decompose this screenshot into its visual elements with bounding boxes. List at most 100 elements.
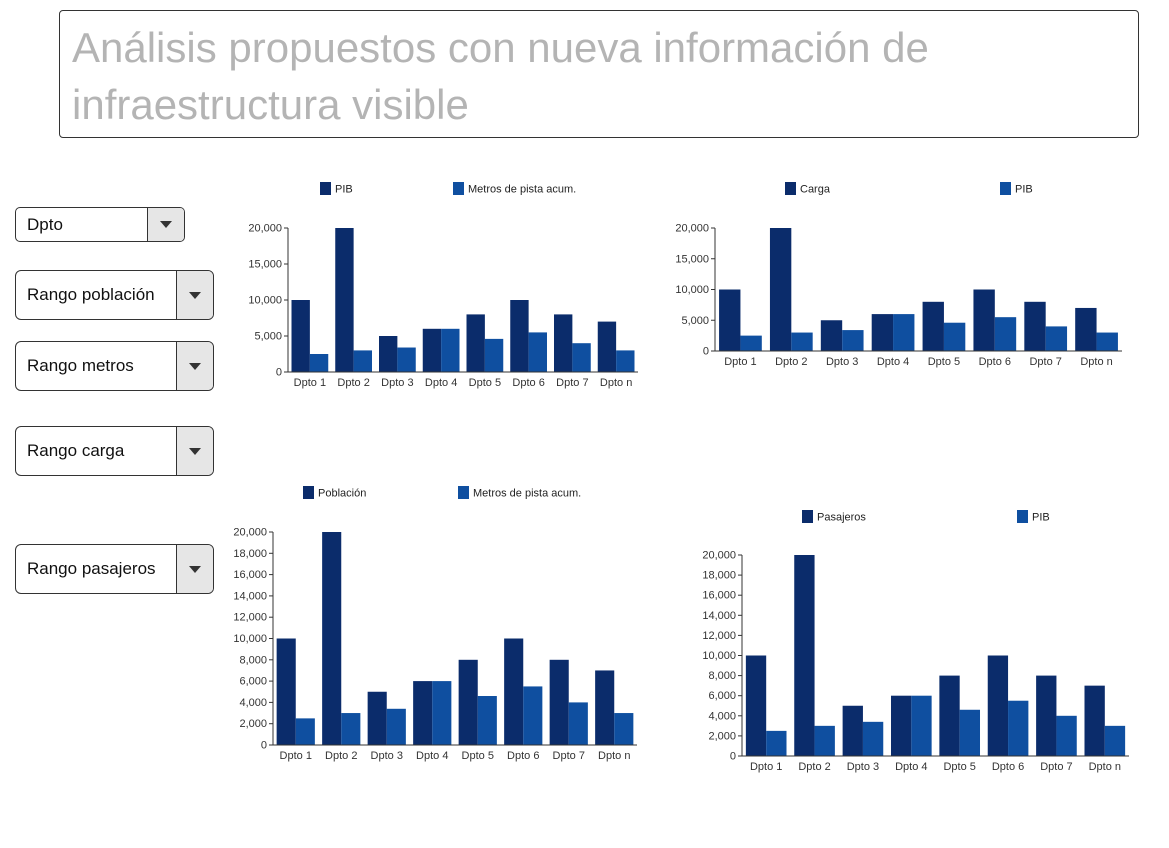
y-tick-label: 16,000 [233,569,267,581]
chart-pib-metros: PIB Metros de pista acum. 0 5,000 10,000 15,0… [230,170,650,400]
bar [309,354,329,372]
rango-metros-dropdown-button[interactable] [176,342,213,390]
rango-pasajeros-dropdown-button[interactable] [176,545,213,593]
y-tick-label: 20,000 [702,550,736,562]
bar [871,314,894,351]
legend-item: Metros de pista acum. [453,182,576,196]
bar [842,705,863,756]
x-tick-label: Dpto 6 [992,761,1024,773]
bar [295,718,315,745]
bar [367,691,387,745]
bar [994,317,1017,351]
rango-poblacion-dropdown[interactable]: Rango población [15,270,214,320]
chevron-down-icon [160,221,172,228]
chart-poblacion-metros: Población Metros de pista acum. 0 2,000 4,00… [225,475,645,775]
bar [441,328,460,372]
bar [890,695,912,756]
rango-carga-dropdown[interactable]: Rango carga [15,426,214,476]
y-tick-label: 10,000 [233,633,267,645]
chart-pasajeros-pib-svg: Pasajeros PIB 0 2,000 4,000 6,000 8,000 10,000 1… [702,510,1129,773]
y-tick-label: 15,000 [248,259,282,271]
x-tick-label: Dpto 5 [469,377,501,389]
bar [616,350,635,372]
dpto-dropdown-label: Dpto [27,214,63,234]
bar [422,328,442,372]
y-tick-label: 18,000 [233,548,267,560]
rango-carga-dropdown-button[interactable] [176,427,213,475]
bar [614,713,634,745]
legend-label: PIB [335,184,353,196]
bar [466,314,485,372]
legend-item: PIB [320,182,353,196]
x-tick-label: Dpto 3 [381,377,413,389]
y-tick-label: 12,000 [233,612,267,624]
x-tick-label: Dpto 7 [1029,356,1061,368]
x-tick-label: Dpto 2 [325,750,357,762]
x-tick-label: Dpto 7 [556,377,588,389]
bar [745,655,767,756]
chart-carga-pib: Carga PIB 0 5,000 10,000 15,000 20,000 Dpto 1 Dp… [660,170,1130,380]
x-tick-label: Dpto 1 [294,377,326,389]
legend-swatch [453,182,464,195]
bar [922,301,944,351]
bar [862,721,884,756]
bar [1036,675,1057,756]
y-tick-label: 8,000 [239,654,267,666]
x-tick-label: Dpto 6 [507,750,539,762]
legend-swatch [1000,182,1011,195]
legend-swatch [458,486,469,499]
rango-poblacion-dropdown-button[interactable] [176,271,213,319]
bar [1084,685,1105,756]
chart-carga-pib-svg: Carga PIB 0 5,000 10,000 15,000 20,000 Dpto 1 Dp… [675,182,1122,368]
bar [477,696,497,745]
y-tick-label: 10,000 [702,650,736,662]
bar [794,555,815,756]
chevron-down-icon [189,565,201,573]
x-tick-label: Dpto 2 [798,761,830,773]
legend-swatch [320,182,331,195]
y-tick-label: 10,000 [248,295,282,307]
x-tick-label: Dpto 7 [1040,761,1072,773]
bar [291,300,310,372]
y-tick-label: 0 [261,740,267,752]
rango-poblacion-dropdown-label: Rango población [27,285,155,304]
bar [549,659,569,745]
rango-metros-dropdown[interactable]: Rango metros [15,341,214,391]
bar [973,289,995,351]
bar [766,730,787,756]
y-tick-label: 14,000 [233,590,267,602]
bar [1096,332,1118,351]
dpto-dropdown[interactable]: Dpto [15,207,185,242]
dpto-dropdown-button[interactable] [147,208,184,241]
legend-label: Metros de pista acum. [468,184,576,196]
y-tick-label: 10,000 [675,284,709,296]
y-tick-label: 4,000 [239,697,267,709]
y-tick-label: 2,000 [239,718,267,730]
y-tick-label: 16,000 [702,590,736,602]
bar [523,686,543,745]
y-tick-label: 6,000 [239,676,267,688]
y-tick-label: 20,000 [233,527,267,539]
chevron-down-icon [189,447,201,455]
x-tick-label: Dpto 3 [847,761,879,773]
y-tick-label: 20,000 [248,223,282,235]
rango-pasajeros-dropdown[interactable]: Rango pasajeros [15,544,214,594]
y-tick-label: 5,000 [254,331,282,343]
bar [432,681,452,745]
x-tick-label: Dpto 2 [337,377,369,389]
bar [911,695,932,756]
chevron-down-icon [189,362,201,370]
bar [1008,700,1029,756]
bar [335,228,354,372]
bar [987,655,1009,756]
bar [568,702,588,745]
y-tick-label: 15,000 [675,253,709,265]
bar [458,659,478,745]
legend-label: Carga [800,184,831,196]
y-tick-label: 0 [276,367,282,379]
y-tick-label: 5,000 [681,315,709,327]
x-tick-label: Dpto 5 [928,356,960,368]
legend-label: PIB [1032,512,1050,524]
x-tick-label: Dpto 2 [775,356,807,368]
bar [791,332,813,351]
